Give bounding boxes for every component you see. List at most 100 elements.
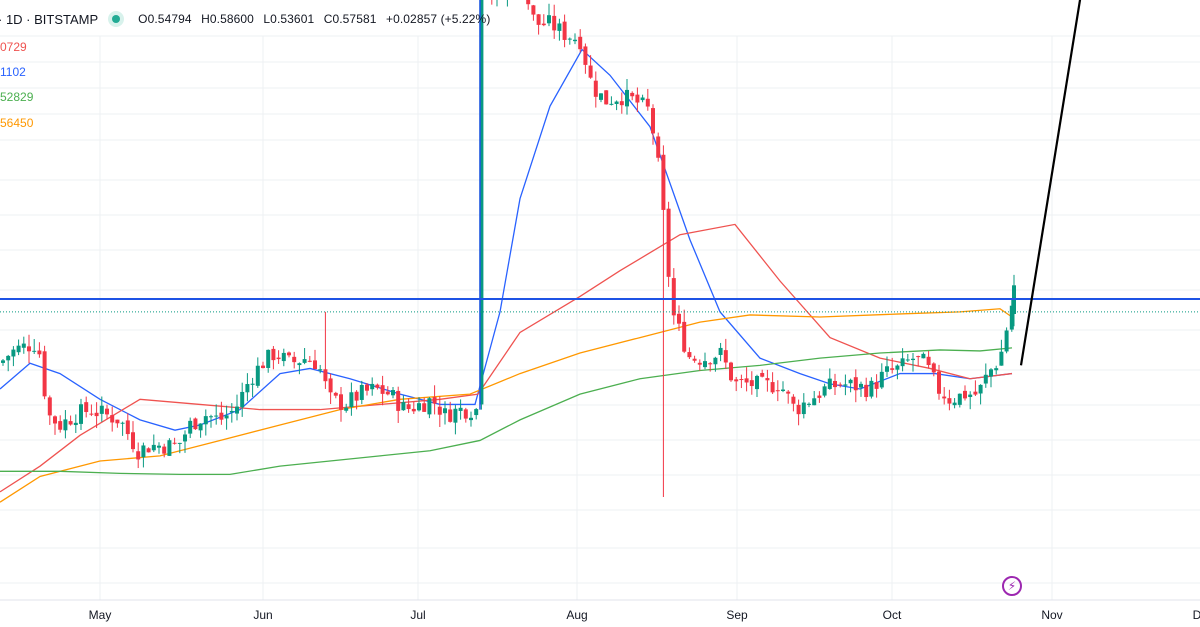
candle-body-19 xyxy=(99,405,104,414)
candle-body-32 xyxy=(167,440,172,456)
candle-body-147 xyxy=(765,378,770,381)
candle-body-175 xyxy=(911,358,915,361)
candle-body-164 xyxy=(853,377,858,391)
candle-body-84 xyxy=(437,406,442,415)
ma-label-green: 52829 xyxy=(0,90,34,104)
candle-body-133 xyxy=(692,358,697,361)
candle-body-40 xyxy=(209,416,213,418)
market-status-icon[interactable] xyxy=(108,11,125,27)
candle-body-77 xyxy=(401,402,406,411)
candle-body-176 xyxy=(916,356,921,358)
candle-body-144 xyxy=(749,380,754,387)
candle-body-115 xyxy=(599,93,603,100)
symbol-label[interactable]: · 1D · BITSTAMP xyxy=(0,11,99,27)
candle-body-39 xyxy=(203,416,208,425)
candle-body-146 xyxy=(760,372,765,377)
candle-body-108 xyxy=(562,21,567,40)
candle-body-71 xyxy=(370,383,375,390)
candle-body-90 xyxy=(469,417,473,421)
candle-body-158 xyxy=(822,386,827,396)
candle-body-47 xyxy=(245,384,250,393)
candle-body-41 xyxy=(214,415,219,417)
candle-body-76 xyxy=(396,390,401,411)
x-tick-oct: Oct xyxy=(882,608,902,622)
candle-body-15 xyxy=(79,404,83,424)
candle-body-116 xyxy=(604,90,609,105)
candle-body-11 xyxy=(58,421,63,430)
candle-body-182 xyxy=(947,398,952,404)
ma-mid-line xyxy=(0,223,1013,493)
candle-body-45 xyxy=(235,406,239,414)
candle-body-126 xyxy=(656,136,661,158)
candle-body-111 xyxy=(578,36,583,50)
candle-body-137 xyxy=(713,357,718,365)
candle-body-50 xyxy=(261,365,265,369)
candle-body-42 xyxy=(219,412,224,420)
lightning-icon[interactable]: ⚡ xyxy=(1002,576,1022,596)
candle-body-183 xyxy=(952,402,957,406)
drawing-overlays[interactable] xyxy=(0,0,1200,410)
candle-body-185 xyxy=(963,390,967,399)
candle-body-56 xyxy=(292,356,297,363)
candle-body-85 xyxy=(443,408,447,414)
candle-body-57 xyxy=(297,363,302,366)
candle-body-16 xyxy=(84,402,89,413)
candle-body-74 xyxy=(385,391,390,395)
candle-body-44 xyxy=(229,410,234,413)
candle-body-68 xyxy=(354,391,359,401)
candle-body-125 xyxy=(651,108,655,134)
candle-body-82 xyxy=(427,398,432,415)
candle-body-188 xyxy=(978,384,983,394)
candle-body-114 xyxy=(593,80,598,97)
candle-body-192 xyxy=(999,351,1004,366)
candle-body-131 xyxy=(682,321,687,352)
candle-body-88 xyxy=(458,407,463,411)
candle-body-31 xyxy=(162,446,167,454)
candle-body-12 xyxy=(63,419,68,431)
high-value: H0.58600 xyxy=(201,12,254,26)
candle-body-2 xyxy=(11,349,16,357)
candle-body-117 xyxy=(609,103,614,105)
candle-body-151 xyxy=(786,391,791,394)
projection-arrow-shaft xyxy=(1019,0,1082,366)
candle-body-92 xyxy=(479,0,484,405)
candle-body-154 xyxy=(801,402,806,415)
candle-body-21 xyxy=(110,415,115,423)
candle-body-167 xyxy=(869,380,874,397)
candle-body-193 xyxy=(1004,330,1009,352)
candle-body-22 xyxy=(115,419,120,424)
candle-body-153 xyxy=(796,404,801,415)
candle-body-23 xyxy=(120,422,125,424)
candle-body-58 xyxy=(302,359,307,363)
candle-body-155 xyxy=(807,403,811,405)
candle-body-7 xyxy=(37,350,42,355)
candle-body-170 xyxy=(885,366,889,372)
candle-body-4 xyxy=(21,343,26,348)
candle-body-26 xyxy=(136,451,141,460)
candle-body-184 xyxy=(957,393,962,405)
moving-averages xyxy=(0,48,1013,503)
ma-longest-line xyxy=(0,347,1013,476)
ma-label-blue: 1102 xyxy=(0,65,26,79)
candle-body-141 xyxy=(734,379,739,382)
candle-body-38 xyxy=(198,423,203,431)
candle-body-110 xyxy=(573,39,577,42)
candle-body-162 xyxy=(843,384,848,386)
candle-body-148 xyxy=(770,382,775,393)
candle-body-102 xyxy=(531,5,536,15)
candle-body-168 xyxy=(874,382,879,389)
ohlc-readout: O0.54794 H0.58600 L0.53601 C0.57581 +0.0… xyxy=(138,12,496,26)
candle-body-48 xyxy=(250,383,255,385)
candle-body-10 xyxy=(53,416,57,424)
candle-body-165 xyxy=(859,383,863,388)
candle-body-156 xyxy=(812,398,817,406)
candle-body-37 xyxy=(193,418,198,430)
candle-body-73 xyxy=(380,385,385,394)
candle-body-63 xyxy=(328,378,333,393)
candle-body-89 xyxy=(463,409,468,419)
candle-body-75 xyxy=(391,390,395,396)
x-tick-nov: Nov xyxy=(1041,608,1063,622)
candle-body-107 xyxy=(557,23,562,31)
candle-body-113 xyxy=(588,65,593,78)
